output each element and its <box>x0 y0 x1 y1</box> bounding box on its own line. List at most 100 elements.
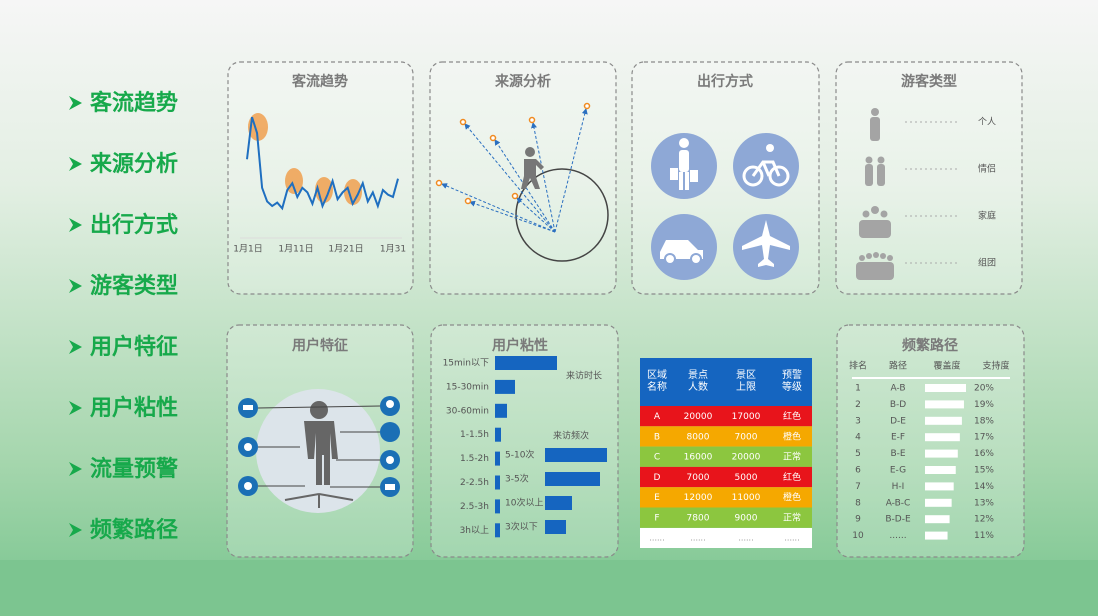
menu-item: 来源分析 <box>89 152 178 177</box>
table-header-cell: 等级 <box>782 380 802 393</box>
rank: 7 <box>855 482 861 492</box>
table-header-cell: 名称 <box>647 380 667 393</box>
table-cell: 17000 <box>732 412 761 422</box>
rank: 4 <box>855 433 861 443</box>
support: 13% <box>974 498 994 508</box>
x-tick-label: 1月31 <box>380 244 406 255</box>
table-row <box>640 466 812 488</box>
coverage-bar <box>925 466 956 474</box>
menu-item: 频繁路径 <box>90 517 178 543</box>
duration-bar <box>495 451 500 466</box>
frequency-bar <box>545 448 607 462</box>
table-cell: D <box>654 473 661 483</box>
source-diagram <box>435 102 609 262</box>
table-row <box>640 446 812 467</box>
path: B-E <box>890 449 905 459</box>
path: A-B-C <box>886 498 911 508</box>
table-cell: ...... <box>649 534 664 543</box>
table-cell: 7800 <box>687 514 710 524</box>
duration-bar <box>495 356 557 370</box>
menu-item: 客流趋势 <box>90 90 178 116</box>
menu-arrow <box>69 218 82 232</box>
table-header <box>640 358 812 406</box>
panel-title: 出行方式 <box>697 73 753 90</box>
table-footer <box>640 528 812 548</box>
frequency-bar <box>545 520 566 534</box>
coverage-bar <box>925 384 966 392</box>
menu-item: 流量预警 <box>90 456 178 482</box>
duration-bar <box>495 403 507 418</box>
duration-bar <box>495 427 501 442</box>
duration-label: 2.5-3h <box>460 502 489 512</box>
user-features-diagram <box>238 389 400 513</box>
table-cell: 7000 <box>735 432 758 442</box>
support: 15% <box>974 466 994 476</box>
table-header-cell: 景点 <box>688 369 708 381</box>
menu-arrow <box>69 523 82 537</box>
rank: 6 <box>855 466 861 476</box>
duration-bar <box>495 499 500 514</box>
table-cell: C <box>654 453 660 463</box>
coverage-bar <box>925 449 958 458</box>
visitor-type-label: 情侣 <box>978 163 996 175</box>
frequency-label: 3-5次 <box>505 473 529 485</box>
path: E-F <box>891 433 905 443</box>
x-tick-label: 1月11日 <box>278 244 313 255</box>
rank: 1 <box>855 384 861 394</box>
panel <box>429 61 617 295</box>
table-cell: 正常 <box>783 512 801 524</box>
menu-arrow <box>69 279 82 293</box>
frequency-bar <box>545 496 572 510</box>
menu-arrow <box>69 340 82 354</box>
path: ...... <box>889 531 906 541</box>
visitor-type-label: 个人 <box>978 117 996 128</box>
dotted-lines <box>905 121 960 264</box>
table-row <box>640 507 812 528</box>
duration-label: 1.5-2h <box>460 454 489 464</box>
rank: 3 <box>855 416 861 426</box>
table-cell: 红色 <box>783 471 801 483</box>
path: B-D <box>890 400 906 410</box>
duration-label: 15-30min <box>446 382 489 392</box>
table-cell: 20000 <box>732 453 761 463</box>
duration-bar <box>495 379 515 394</box>
frequency-label: 3次以下 <box>505 521 538 533</box>
rank: 2 <box>855 400 861 410</box>
table-cell: 11000 <box>732 493 761 503</box>
paths-header: 路径 <box>889 360 907 372</box>
menu-arrow <box>69 462 82 476</box>
support: 16% <box>974 449 994 459</box>
path: B-D-E <box>885 515 911 525</box>
support: 18% <box>974 416 994 426</box>
duration-label: 3h以上 <box>460 525 489 536</box>
table-header-cell: 上限 <box>736 381 756 393</box>
table-cell: 9000 <box>735 514 758 524</box>
path: E-G <box>890 466 906 476</box>
rank: 9 <box>855 515 861 525</box>
duration-bar <box>495 523 500 538</box>
duration-label: 15min以下 <box>443 359 489 369</box>
table-cell: F <box>654 514 659 524</box>
table-cell: ...... <box>738 534 753 543</box>
frequency-label: 10次以上 <box>505 497 543 509</box>
menu-item: 游客类型 <box>90 273 178 299</box>
coverage-bar <box>925 498 952 507</box>
table-header-cell: 景区 <box>736 369 756 381</box>
support: 11% <box>974 531 994 541</box>
paths-header: 排名 <box>849 360 867 372</box>
menu-arrow <box>69 401 82 415</box>
panel-title: 用户粘性 <box>492 337 548 354</box>
visitor-type-label: 组团 <box>978 257 996 269</box>
support: 20% <box>974 384 994 394</box>
table-cell: 橙色 <box>783 430 801 442</box>
x-tick-label: 1月1日 <box>233 244 262 255</box>
x-tick-label: 1月21日 <box>328 244 363 255</box>
visitor-icons <box>856 108 894 280</box>
support: 12% <box>974 515 994 525</box>
menu-item: 用户特征 <box>90 334 178 360</box>
rank: 5 <box>855 449 861 459</box>
